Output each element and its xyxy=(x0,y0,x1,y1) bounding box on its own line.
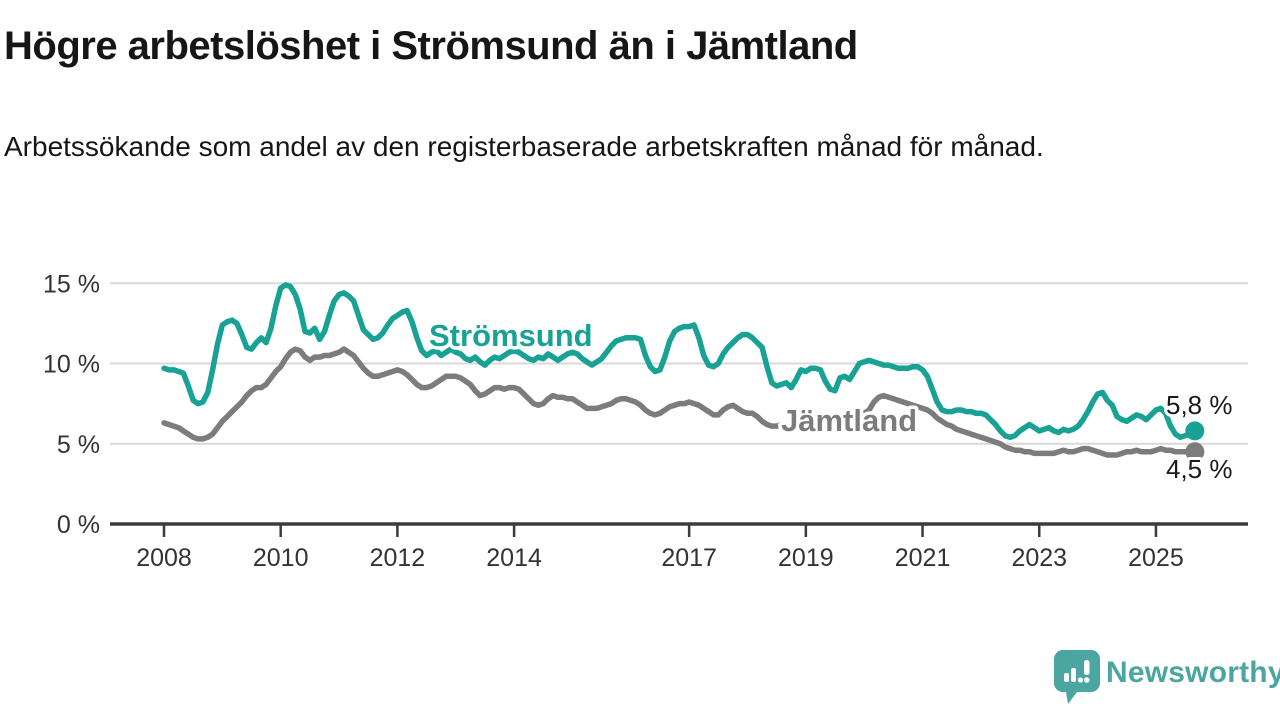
stromsund-line xyxy=(161,282,1198,441)
jamtland-line xyxy=(161,346,1198,458)
stromsund-end-value-label: 5,8 % xyxy=(1166,390,1233,420)
jamtland-series-label: Jämtland xyxy=(781,403,917,438)
x-tick-label: 2017 xyxy=(661,544,717,572)
stromsund-end-dot xyxy=(1185,421,1205,441)
jamtland-end-dot xyxy=(1185,442,1205,462)
y-tick-label: 5 % xyxy=(57,431,100,459)
stromsund-series-label: Strömsund xyxy=(429,318,593,353)
x-tick-label: 2025 xyxy=(1128,544,1184,572)
newsworthy-logo: Newsworthy xyxy=(1054,648,1280,710)
x-tick-label: 2019 xyxy=(778,544,834,572)
bar-chart-speech-bubble-icon xyxy=(1054,650,1100,704)
x-tick-label: 2012 xyxy=(370,544,426,572)
x-tick-label: 2008 xyxy=(136,544,192,572)
newsworthy-logo-text: Newsworthy xyxy=(1106,656,1280,689)
x-tick-label: 2014 xyxy=(486,544,542,572)
y-tick-label: 10 % xyxy=(43,351,100,379)
x-tick-label: 2021 xyxy=(895,544,951,572)
page-title: Högre arbetslöshet i Strömsund än i Jämt… xyxy=(4,24,858,68)
jamtland-end-value-label: 4,5 % xyxy=(1166,454,1233,484)
page-subtitle: Arbetssökande som andel av den registerb… xyxy=(4,131,1044,162)
y-tick-label: 15 % xyxy=(43,270,100,298)
y-tick-label: 0 % xyxy=(57,511,100,539)
x-tick-label: 2023 xyxy=(1011,544,1067,572)
x-tick-label: 2010 xyxy=(253,544,309,572)
